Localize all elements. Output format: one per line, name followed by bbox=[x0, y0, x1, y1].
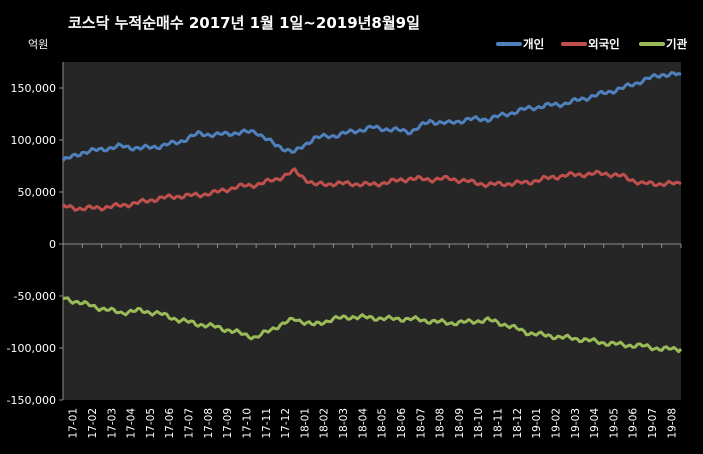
x-tick-label: 17-08 bbox=[203, 408, 215, 439]
x-tick-label: 17-04 bbox=[126, 408, 138, 439]
x-tick-label: 18-10 bbox=[473, 408, 485, 439]
x-tick-label: 17-10 bbox=[241, 408, 253, 439]
x-tick-label: 17-01 bbox=[68, 408, 80, 439]
y-tick-label: -150,000 bbox=[7, 394, 56, 407]
x-tick-label: 17-11 bbox=[261, 408, 273, 439]
x-tick-label: 17-06 bbox=[164, 408, 176, 439]
x-tick-label: 17-02 bbox=[87, 408, 99, 439]
x-tick-label: 17-09 bbox=[222, 408, 234, 439]
x-tick-label: 18-08 bbox=[435, 408, 447, 439]
x-tick-label: 19-01 bbox=[531, 408, 543, 439]
x-tick-label: 18-06 bbox=[396, 408, 408, 439]
x-tick-label: 19-03 bbox=[570, 408, 582, 439]
y-tick-label: -50,000 bbox=[14, 290, 56, 303]
chart-title: 코스닥 누적순매수 2017년 1월 1일~2019년8월9일 bbox=[68, 14, 420, 32]
y-axis-unit: 억원 bbox=[28, 38, 48, 51]
series-lines bbox=[61, 71, 683, 354]
x-tick-label: 18-07 bbox=[415, 408, 427, 439]
y-tick-label: -100,000 bbox=[7, 342, 56, 355]
legend-label-2: 외국인 bbox=[588, 37, 620, 51]
x-tick-label: 17-07 bbox=[184, 408, 196, 439]
y-tick-label: 0 bbox=[49, 238, 56, 251]
x-tick-label: 18-01 bbox=[299, 408, 311, 439]
x-tick-label: 17-12 bbox=[280, 408, 292, 439]
x-tick-label: 19-08 bbox=[666, 408, 678, 439]
x-tick-label: 18-09 bbox=[454, 408, 466, 439]
x-tick-label: 18-11 bbox=[493, 408, 505, 439]
y-tick-label: 50,000 bbox=[18, 186, 57, 199]
x-tick-label: 17-05 bbox=[145, 408, 157, 439]
legend: 개인 외국인 기관 bbox=[496, 37, 688, 51]
x-tick-label: 19-02 bbox=[550, 408, 562, 439]
x-tick-label: 17-03 bbox=[106, 408, 118, 439]
axes bbox=[62, 62, 682, 400]
series-line-1 bbox=[61, 71, 682, 162]
x-tick-label: 18-03 bbox=[338, 408, 350, 439]
x-tick-label: 18-05 bbox=[377, 408, 389, 439]
x-tick-labels: 17-01 17-02 17-03 17-04 17-05 17-06 17-07 17-08… bbox=[68, 408, 679, 439]
x-tick-label: 18-04 bbox=[357, 408, 369, 439]
y-tick-label: 150,000 bbox=[11, 82, 57, 95]
x-tick-label: 19-07 bbox=[647, 408, 659, 439]
legend-label-3: 기관 bbox=[666, 37, 688, 51]
series-line-3 bbox=[62, 296, 683, 354]
x-tick-label: 19-04 bbox=[589, 408, 601, 439]
x-tick-label: 18-02 bbox=[319, 408, 331, 439]
x-tick-label: 19-06 bbox=[628, 408, 640, 439]
x-tick-label: 19-05 bbox=[608, 408, 620, 439]
series-line-2 bbox=[61, 167, 682, 212]
x-tick-label: 18-12 bbox=[512, 408, 524, 439]
legend-label-1: 개인 bbox=[523, 37, 544, 51]
y-tick-labels: 150,000 100,000 50,000 0 -50,000 -100,000 -150… bbox=[7, 82, 63, 407]
y-tick-label: 100,000 bbox=[11, 134, 57, 147]
plot-area bbox=[63, 62, 681, 400]
